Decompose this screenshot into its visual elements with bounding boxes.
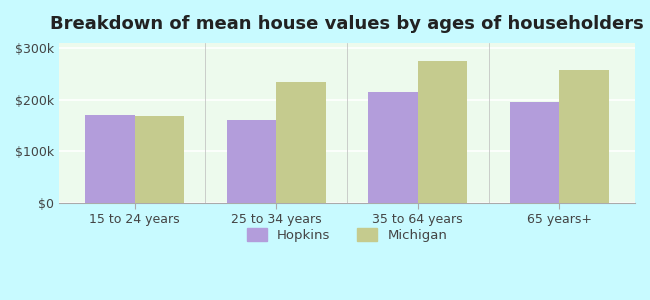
Bar xyxy=(135,116,184,203)
Bar xyxy=(559,70,609,203)
Bar xyxy=(510,102,559,203)
Title: Breakdown of mean house values by ages of householders: Breakdown of mean house values by ages o… xyxy=(50,15,644,33)
Legend: Hopkins, Michigan: Hopkins, Michigan xyxy=(242,222,452,247)
Bar xyxy=(368,92,418,203)
Bar xyxy=(276,82,326,203)
Bar xyxy=(227,120,276,203)
Bar xyxy=(418,61,467,203)
Bar xyxy=(85,115,135,203)
